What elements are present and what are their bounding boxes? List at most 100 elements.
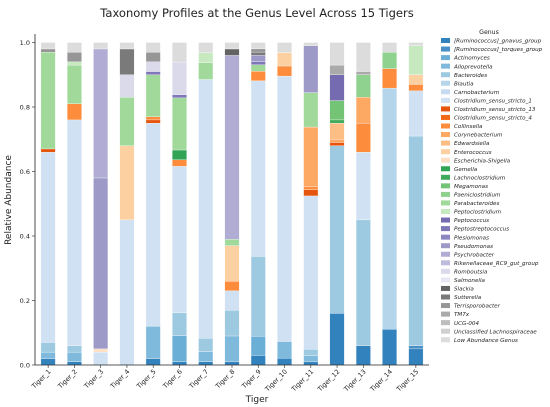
bar-segment <box>250 256 266 337</box>
legend-swatch <box>441 243 450 249</box>
bar-segment <box>145 358 161 366</box>
y-tick-label: 0.0 <box>20 361 30 369</box>
bar-segment <box>224 55 240 240</box>
bar-segment <box>145 74 161 117</box>
legend-swatch <box>441 157 450 163</box>
bar-segment <box>224 361 240 366</box>
x-tick-label: Tiger_14 <box>368 368 394 394</box>
bar-segment <box>250 48 266 53</box>
legend-label: TM7x <box>454 312 470 318</box>
x-tick-label: Tiger_12 <box>315 368 341 394</box>
bar-segment <box>329 139 345 143</box>
bar-segment <box>355 122 371 153</box>
legend-label: Romboutsia <box>454 269 488 275</box>
x-tick-label: Tiger_9 <box>240 368 263 391</box>
legend-swatch <box>441 72 450 78</box>
bar-segment <box>355 42 371 72</box>
bar-segment <box>172 361 187 366</box>
bar-segment <box>40 351 56 359</box>
bar-segment <box>93 177 109 350</box>
bar-segment <box>277 358 292 366</box>
bar-segment <box>224 280 240 291</box>
bar-segment <box>329 142 345 146</box>
legend-label: Pseudomonas <box>454 244 493 250</box>
bar-segment <box>198 52 214 63</box>
legend-swatch <box>441 80 450 86</box>
bar-segment <box>303 45 319 93</box>
bar-segment <box>198 351 214 362</box>
bar-segment <box>329 74 345 101</box>
bar-segment <box>172 42 187 63</box>
bar-segment <box>382 87 397 330</box>
legend-title: Genus <box>479 29 499 36</box>
legend-swatch <box>441 251 450 257</box>
bar-segment <box>119 74 135 98</box>
x-tick-label: Tiger_13 <box>342 368 368 394</box>
bar-segment <box>145 119 161 124</box>
bar-segment <box>355 151 371 221</box>
bar-segment <box>119 42 135 50</box>
legend-label: Plesiomonas <box>454 235 489 241</box>
legend-label: Peptoclostridium <box>454 210 502 216</box>
bar-segment <box>250 51 266 56</box>
legend-label: Rikenellaceae_RC9_gut_group <box>454 261 539 267</box>
bar-segment <box>145 71 161 75</box>
bar-segment <box>67 103 82 121</box>
bar-segment <box>408 348 424 366</box>
legend-swatch <box>441 106 450 112</box>
bar-segment <box>303 126 319 187</box>
bar-segment <box>67 119 82 346</box>
legend-swatch <box>441 183 450 189</box>
legend-swatch <box>441 174 450 180</box>
legend-label: Peptococcus <box>454 218 489 224</box>
bar-segment <box>224 239 240 246</box>
bar-segment <box>224 48 240 56</box>
bar-segment <box>172 97 187 151</box>
bar-segment <box>67 64 82 104</box>
bar-segment <box>303 349 319 356</box>
bar-segment <box>408 45 424 75</box>
legend-swatch <box>441 277 450 283</box>
chart-title: Taxonomy Profiles at the Genus Level Acr… <box>99 6 413 20</box>
bar-segment <box>355 219 371 346</box>
y-tick-label: 0.6 <box>20 168 30 176</box>
bar-segment <box>250 336 266 356</box>
legend-label: Collinsella <box>454 124 483 130</box>
legend-label: Clostridium_sensu_stricto_13 <box>454 107 536 113</box>
legend-swatch <box>441 89 450 95</box>
legend-swatch <box>441 226 450 232</box>
bar-segment <box>277 75 292 342</box>
legend-label: Clostridium_sensu_stricto_1 <box>454 98 532 104</box>
bar-segment <box>250 64 266 72</box>
bar-segment <box>250 55 266 62</box>
bar-segment <box>172 166 187 314</box>
bar-segment <box>303 189 319 197</box>
bar-segment <box>303 195 319 350</box>
legend-label: Carnobacterium <box>454 90 500 96</box>
x-tick-label: Tiger_7 <box>187 368 210 391</box>
legend-items: [Ruminococcus]_gnavus_group [Ruminococcus… <box>441 38 543 344</box>
bar-segment <box>119 97 135 146</box>
bar-segment <box>40 358 56 366</box>
bar-segment <box>119 48 135 75</box>
legend-swatch <box>441 217 450 223</box>
legend-label: Corynebacterium <box>454 133 503 139</box>
bar-segment <box>224 42 240 50</box>
bar-segment <box>355 97 371 124</box>
bar-segment <box>198 62 214 80</box>
x-tick-label: Tiger_6 <box>161 368 184 391</box>
x-tick-label: Tiger_10 <box>263 368 289 394</box>
bar-segment <box>329 100 345 121</box>
bar-segment <box>145 122 161 327</box>
x-tick-label: Tiger_11 <box>289 368 315 394</box>
bar-segment <box>277 65 292 77</box>
legend-label: Terrisporobacter <box>454 304 501 310</box>
bar-segment <box>198 361 214 366</box>
legend-label: Paeniclostridium <box>454 193 501 199</box>
legend-label: Parabacteroides <box>454 201 499 207</box>
x-tick-label: Tiger_15 <box>394 368 420 394</box>
y-tick-label: 0.2 <box>20 297 30 305</box>
bar-segment <box>145 61 161 72</box>
legend-swatch <box>441 260 450 266</box>
